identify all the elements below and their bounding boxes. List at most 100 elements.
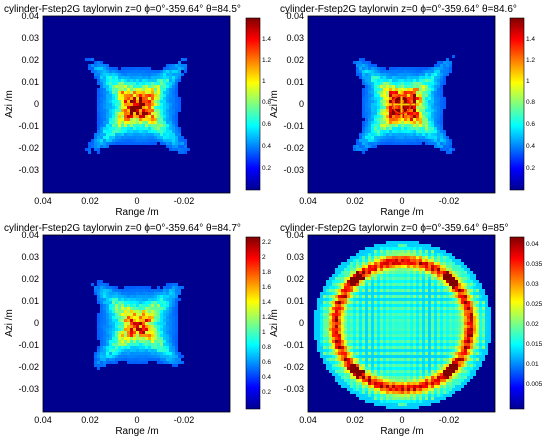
heatmap-cell (428, 337, 431, 340)
heatmap-cell (362, 292, 365, 295)
heatmap-cell (410, 298, 413, 301)
heatmap-cell (449, 319, 452, 322)
heatmap-cell (392, 403, 395, 406)
heatmap-cell (422, 388, 425, 391)
heatmap-cell (142, 337, 145, 340)
heatmap-cell (410, 100, 413, 103)
y-tick: -0.03 (18, 165, 39, 175)
heatmap-cell (410, 262, 413, 265)
heatmap-cell (371, 307, 374, 310)
heatmap-cell (365, 304, 368, 307)
heatmap-cell (106, 64, 109, 67)
heatmap-cell (136, 142, 139, 145)
heatmap-cell (172, 310, 175, 313)
heatmap-cell (401, 361, 404, 364)
heatmap-cell (166, 121, 169, 124)
heatmap-cell (335, 295, 338, 298)
heatmap-cell (160, 289, 163, 292)
heatmap-cell (118, 358, 121, 361)
heatmap-cell (109, 361, 112, 364)
heatmap-cell (350, 352, 353, 355)
heatmap-cell (377, 283, 380, 286)
heatmap-cell (443, 76, 446, 79)
heatmap-cell (133, 304, 136, 307)
heatmap-cell (109, 319, 112, 322)
heatmap-cell (392, 328, 395, 331)
heatmap-cell (178, 106, 181, 109)
heatmap-cell (389, 346, 392, 349)
heatmap-cell (377, 385, 380, 388)
heatmap-cell (347, 259, 350, 262)
heatmap-cell (416, 298, 419, 301)
heatmap-cell (338, 346, 341, 349)
heatmap-cell (365, 85, 368, 88)
heatmap-cell (461, 277, 464, 280)
heatmap-cell (431, 397, 434, 400)
heatmap-cell (467, 274, 470, 277)
heatmap-cell (97, 325, 100, 328)
heatmap-cell (374, 388, 377, 391)
heatmap-cell (160, 124, 163, 127)
heatmap-cell (151, 118, 154, 121)
heatmap-cell (365, 73, 368, 76)
heatmap-cell (428, 301, 431, 304)
heatmap-cell (112, 109, 115, 112)
heatmap-cell (434, 346, 437, 349)
heatmap-cell (97, 142, 100, 145)
heatmap-cell (401, 385, 404, 388)
heatmap-cell (130, 358, 133, 361)
heatmap-cell (103, 70, 106, 73)
heatmap-cell (416, 277, 419, 280)
heatmap-cell (431, 247, 434, 250)
heatmap-cell (422, 292, 425, 295)
heatmap-cell (377, 286, 380, 289)
heatmap-cell (157, 73, 160, 76)
heatmap-cell (434, 391, 437, 394)
heatmap-cell (476, 319, 479, 322)
heatmap-cell (395, 139, 398, 142)
heatmap-cell (362, 94, 365, 97)
heatmap-cell (133, 85, 136, 88)
heatmap-cell (437, 100, 440, 103)
heatmap-cell (133, 328, 136, 331)
heatmap-cell (368, 337, 371, 340)
heatmap-cell (142, 94, 145, 97)
heatmap-cell (386, 94, 389, 97)
heatmap-cell (157, 112, 160, 115)
heatmap-cell (371, 388, 374, 391)
heatmap-cell (383, 283, 386, 286)
heatmap-cell (377, 79, 380, 82)
heatmap-cell (380, 280, 383, 283)
heatmap-cell (407, 382, 410, 385)
heatmap-cell (166, 109, 169, 112)
heatmap-cell (97, 139, 100, 142)
heatmap-cell (157, 331, 160, 334)
heatmap-cell (97, 136, 100, 139)
heatmap-cell (341, 382, 344, 385)
heatmap-cell (151, 322, 154, 325)
heatmap-cell (479, 292, 482, 295)
heatmap-cell (380, 70, 383, 73)
heatmap-cell (100, 328, 103, 331)
heatmap-cell (359, 322, 362, 325)
heatmap-cell (413, 262, 416, 265)
heatmap-cell (395, 142, 398, 145)
y-tick: 0 (299, 99, 304, 109)
heatmap-cell (151, 136, 154, 139)
heatmap-cell (434, 340, 437, 343)
heatmap-cell (455, 310, 458, 313)
heatmap-cell (434, 349, 437, 352)
heatmap-cell (446, 373, 449, 376)
heatmap-cell (407, 391, 410, 394)
heatmap-cell (359, 64, 362, 67)
heatmap-cell (464, 304, 467, 307)
heatmap-cell (121, 337, 124, 340)
heatmap-cell (160, 118, 163, 121)
heatmap-cell (127, 292, 130, 295)
heatmap-cell (425, 316, 428, 319)
heatmap-cell (353, 331, 356, 334)
heatmap-cell (407, 379, 410, 382)
heatmap-cell (97, 64, 100, 67)
heatmap-cell (151, 82, 154, 85)
heatmap-cell (449, 151, 452, 154)
